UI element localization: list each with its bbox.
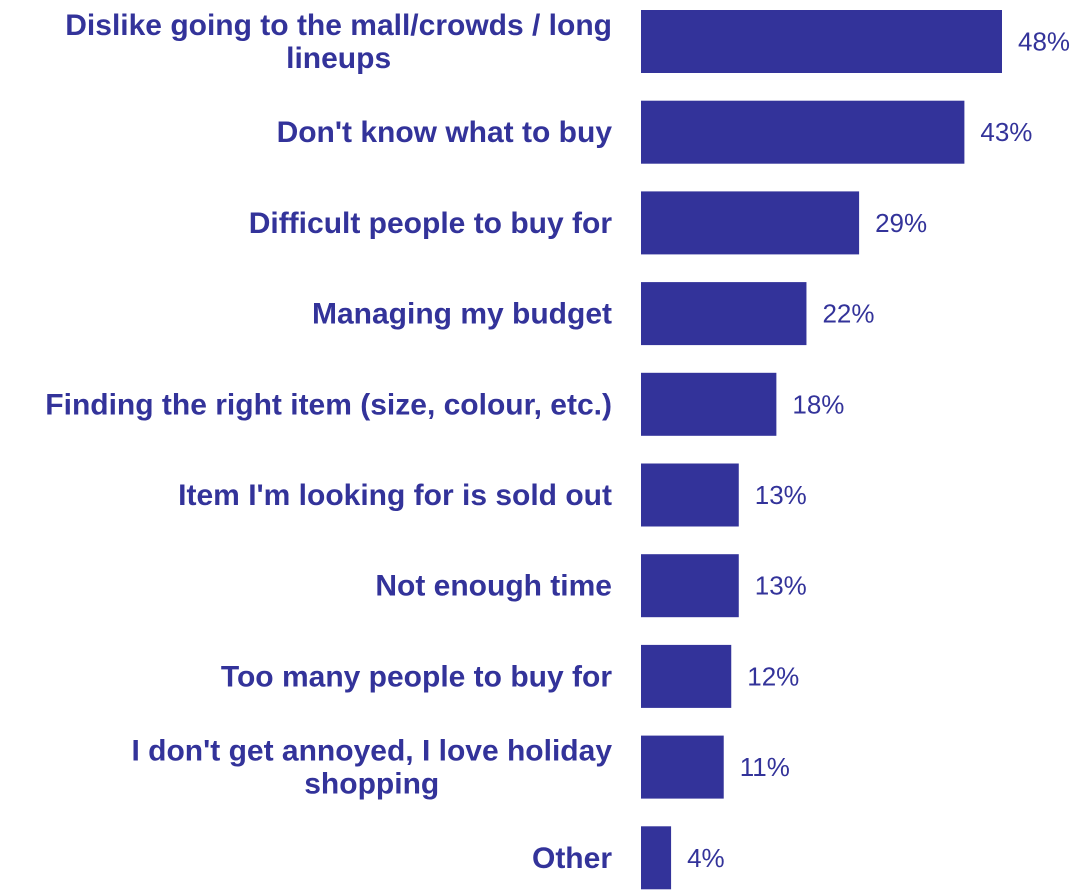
value-label-don-t-know-what-to-buy: 43%	[980, 117, 1032, 147]
category-label-finding-the-right-item-size-colour-etc: Finding the right item (size, colour, et…	[45, 388, 612, 421]
value-label-dislike-going-to-the-mall-crowds-long-lineups: 48%	[1018, 27, 1070, 57]
bar-not-enough-time	[641, 554, 739, 618]
category-label-difficult-people-to-buy-for: Difficult people to buy for	[249, 207, 613, 240]
bar-other	[641, 826, 672, 890]
category-label-don-t-know-what-to-buy: Don't know what to buy	[277, 116, 613, 149]
category-label-item-i-m-looking-for-is-sold-out: Item I'm looking for is sold out	[178, 479, 612, 512]
value-label-i-don-t-get-annoyed-i-love-holiday-shopping: 11%	[740, 752, 790, 782]
bar-don-t-know-what-to-buy	[641, 100, 965, 164]
bar-i-don-t-get-annoyed-i-love-holiday-shopping	[641, 735, 724, 799]
category-label-too-many-people-to-buy-for: Too many people to buy for	[221, 660, 612, 693]
category-label-dislike-going-to-the-mall-crowds-long-lineups: Dislike going to the mall/crowds / long l…	[65, 9, 612, 75]
category-label-other: Other	[532, 842, 612, 875]
bar-managing-my-budget	[641, 282, 807, 346]
category-label-managing-my-budget: Managing my budget	[312, 298, 612, 331]
value-label-managing-my-budget: 22%	[822, 299, 874, 329]
value-label-not-enough-time: 13%	[755, 571, 807, 601]
bar-difficult-people-to-buy-for	[641, 191, 860, 255]
bar-dislike-going-to-the-mall-crowds-long-lineups	[641, 10, 1002, 73]
value-label-too-many-people-to-buy-for: 12%	[747, 661, 799, 691]
value-label-difficult-people-to-buy-for: 29%	[875, 208, 927, 238]
value-label-finding-the-right-item-size-colour-etc: 18%	[792, 389, 844, 419]
value-label-other: 4%	[687, 843, 725, 873]
bar-too-many-people-to-buy-for	[641, 644, 732, 708]
bar-finding-the-right-item-size-colour-etc	[641, 372, 777, 436]
bar-item-i-m-looking-for-is-sold-out	[641, 463, 739, 527]
value-label-item-i-m-looking-for-is-sold-out: 13%	[755, 480, 807, 510]
category-label-i-don-t-get-annoyed-i-love-holiday-shopping: I don't get annoyed, I love holiday shopp…	[131, 735, 612, 801]
category-label-not-enough-time: Not enough time	[375, 570, 612, 603]
